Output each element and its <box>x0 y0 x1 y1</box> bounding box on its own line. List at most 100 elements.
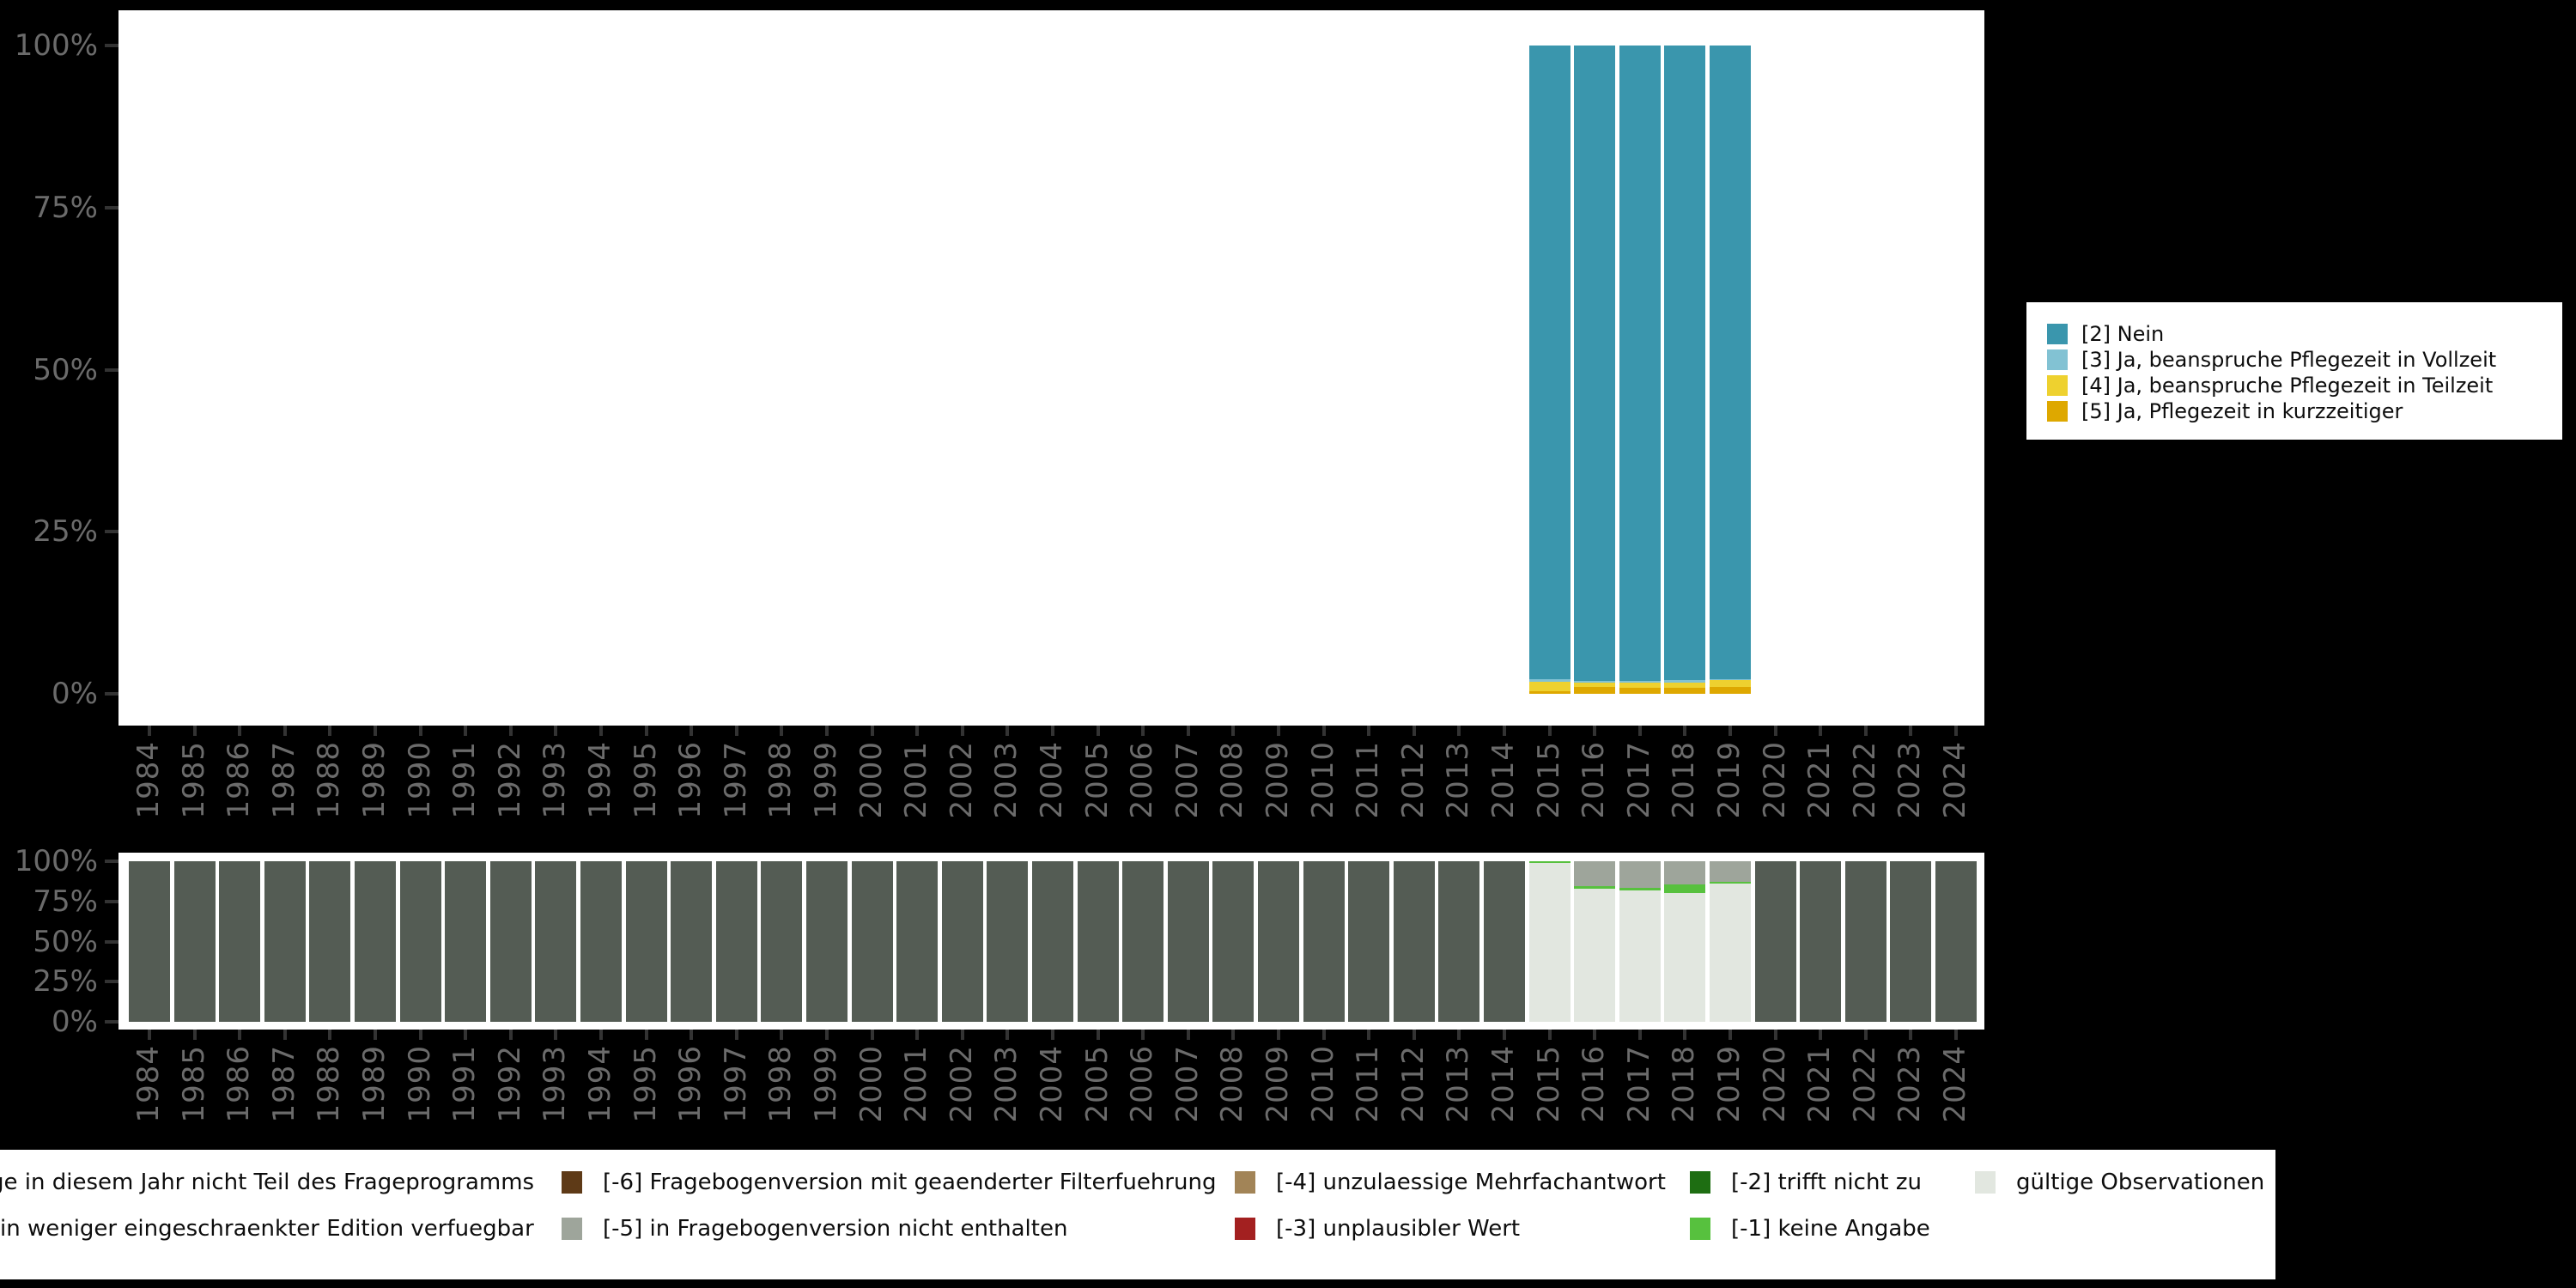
bar-column-2008 <box>1212 861 1255 1022</box>
x-axis-tick <box>690 1030 694 1040</box>
x-axis-label: 1989 <box>357 1045 392 1123</box>
x-axis-label: 2024 <box>1938 741 1972 819</box>
bar-segment <box>1664 861 1706 885</box>
bar-segment <box>1258 861 1299 1022</box>
bar-segment <box>1528 46 1571 680</box>
bar-segment <box>1710 46 1751 679</box>
bar-segment <box>1574 46 1616 681</box>
legend-swatch <box>1975 1171 1996 1194</box>
x-axis-label: 2019 <box>1712 1045 1747 1123</box>
bar-segment <box>1528 861 1571 864</box>
y-axis-tick <box>105 530 118 534</box>
bar-column-2017 <box>1619 861 1661 1022</box>
legend-entry: [-4] unzulaessige Mehrfachantwort <box>1235 1163 1666 1201</box>
bar-segment <box>535 861 577 1022</box>
x-axis-label: 1994 <box>583 1045 617 1123</box>
bar-segment <box>129 861 170 1022</box>
x-axis-label: 2021 <box>1802 741 1838 819</box>
legend-label-truncated: ge in diesem Jahr nicht Teil des Fragepr… <box>0 1170 535 1195</box>
x-axis-label: 2010 <box>1305 741 1340 819</box>
bar-segment <box>1710 881 1751 884</box>
x-axis-tick <box>1367 726 1371 736</box>
x-axis-tick <box>1863 1030 1868 1040</box>
bar-segment <box>1619 680 1661 683</box>
x-axis-label: 2017 <box>1621 741 1656 819</box>
bar-segment <box>445 861 487 1022</box>
x-axis-tick <box>1277 726 1280 736</box>
x-axis-tick <box>1141 1030 1145 1040</box>
x-axis-label: 2020 <box>1757 741 1792 819</box>
bar-column-2013 <box>1438 861 1480 1022</box>
x-axis-tick <box>1503 1030 1506 1040</box>
y-axis-label: 75% <box>33 884 98 919</box>
x-axis-tick <box>780 726 784 736</box>
x-axis-label: 1995 <box>628 741 663 819</box>
x-axis-label: 2010 <box>1305 1045 1340 1123</box>
bar-column-2018 <box>1664 46 1706 694</box>
x-axis-tick <box>508 726 513 736</box>
bar-column-2015 <box>1528 46 1571 694</box>
bar-column-2018 <box>1664 861 1706 1022</box>
bar-segment <box>1574 683 1616 688</box>
bar-segment <box>1484 861 1525 1022</box>
bar-segment <box>1574 861 1616 886</box>
legend-swatch <box>2047 375 2068 396</box>
bar-segment <box>1664 683 1706 689</box>
legend-label: [4] Ja, beanspruche Pflegezeit in Teilze… <box>2081 374 2494 398</box>
bar-segment <box>987 861 1029 1022</box>
bar-column-1994 <box>580 861 622 1022</box>
x-axis-label: 2015 <box>1531 741 1566 819</box>
x-axis-tick <box>734 1030 738 1040</box>
x-axis-tick <box>192 1030 197 1040</box>
bar-segment <box>761 861 803 1022</box>
x-axis-label: 2004 <box>1035 1045 1069 1123</box>
bar-segment <box>1574 889 1616 1022</box>
x-axis-tick <box>870 1030 874 1040</box>
x-axis-label: 1990 <box>402 1045 437 1123</box>
x-axis-tick <box>1593 726 1597 736</box>
x-axis-tick <box>1412 726 1416 736</box>
x-axis-tick <box>1231 1030 1236 1040</box>
x-axis-tick <box>554 1030 558 1040</box>
y-axis-label: 0% <box>52 1005 98 1039</box>
bar-segment <box>1528 682 1571 691</box>
x-axis-label: 1985 <box>176 1045 211 1123</box>
x-axis-tick <box>870 726 874 736</box>
bar-column-1993 <box>535 861 577 1022</box>
y-axis-label: 25% <box>33 964 98 999</box>
x-axis-label: 1995 <box>628 1045 663 1123</box>
bar-segment <box>896 861 939 1022</box>
x-axis-label: 2018 <box>1667 1045 1702 1123</box>
legend-row: [3] Ja, beanspruche Pflegezeit in Vollze… <box>2047 347 2562 373</box>
x-axis-label: 2012 <box>1395 1045 1431 1123</box>
x-axis-label: 1993 <box>538 741 573 819</box>
bar-column-2007 <box>1167 861 1209 1022</box>
missing-values-legend: ge in diesem Jahr nicht Teil des Fragepr… <box>0 1150 2275 1279</box>
x-axis-tick <box>1773 726 1777 736</box>
x-axis-tick <box>508 1030 513 1040</box>
bar-column-2001 <box>896 861 939 1022</box>
y-axis-tick <box>105 860 118 863</box>
legend-entry: [-1] keine Angabe <box>1690 1210 1930 1248</box>
x-axis-label: 2018 <box>1667 741 1702 819</box>
bar-column-2017 <box>1619 46 1661 694</box>
x-axis-tick <box>915 726 920 736</box>
x-axis-tick <box>960 726 964 736</box>
x-axis-tick <box>1909 1030 1913 1040</box>
x-axis-tick <box>1457 726 1461 736</box>
x-axis-label: 1993 <box>538 1045 573 1123</box>
x-axis-label: 2022 <box>1847 1045 1882 1123</box>
x-axis-tick <box>1277 1030 1280 1040</box>
bar-segment <box>1528 690 1571 694</box>
bar-column-1990 <box>399 861 441 1022</box>
bar-segment <box>806 861 848 1022</box>
x-axis-tick <box>1593 1030 1597 1040</box>
top-chart-panel <box>118 10 1984 726</box>
x-axis-label: 1997 <box>718 741 753 819</box>
x-axis-label: 2005 <box>1079 741 1115 819</box>
bar-column-2023 <box>1890 861 1932 1022</box>
bar-segment <box>1890 861 1932 1022</box>
x-axis-tick <box>238 726 242 736</box>
x-axis-label: 1999 <box>809 741 843 819</box>
